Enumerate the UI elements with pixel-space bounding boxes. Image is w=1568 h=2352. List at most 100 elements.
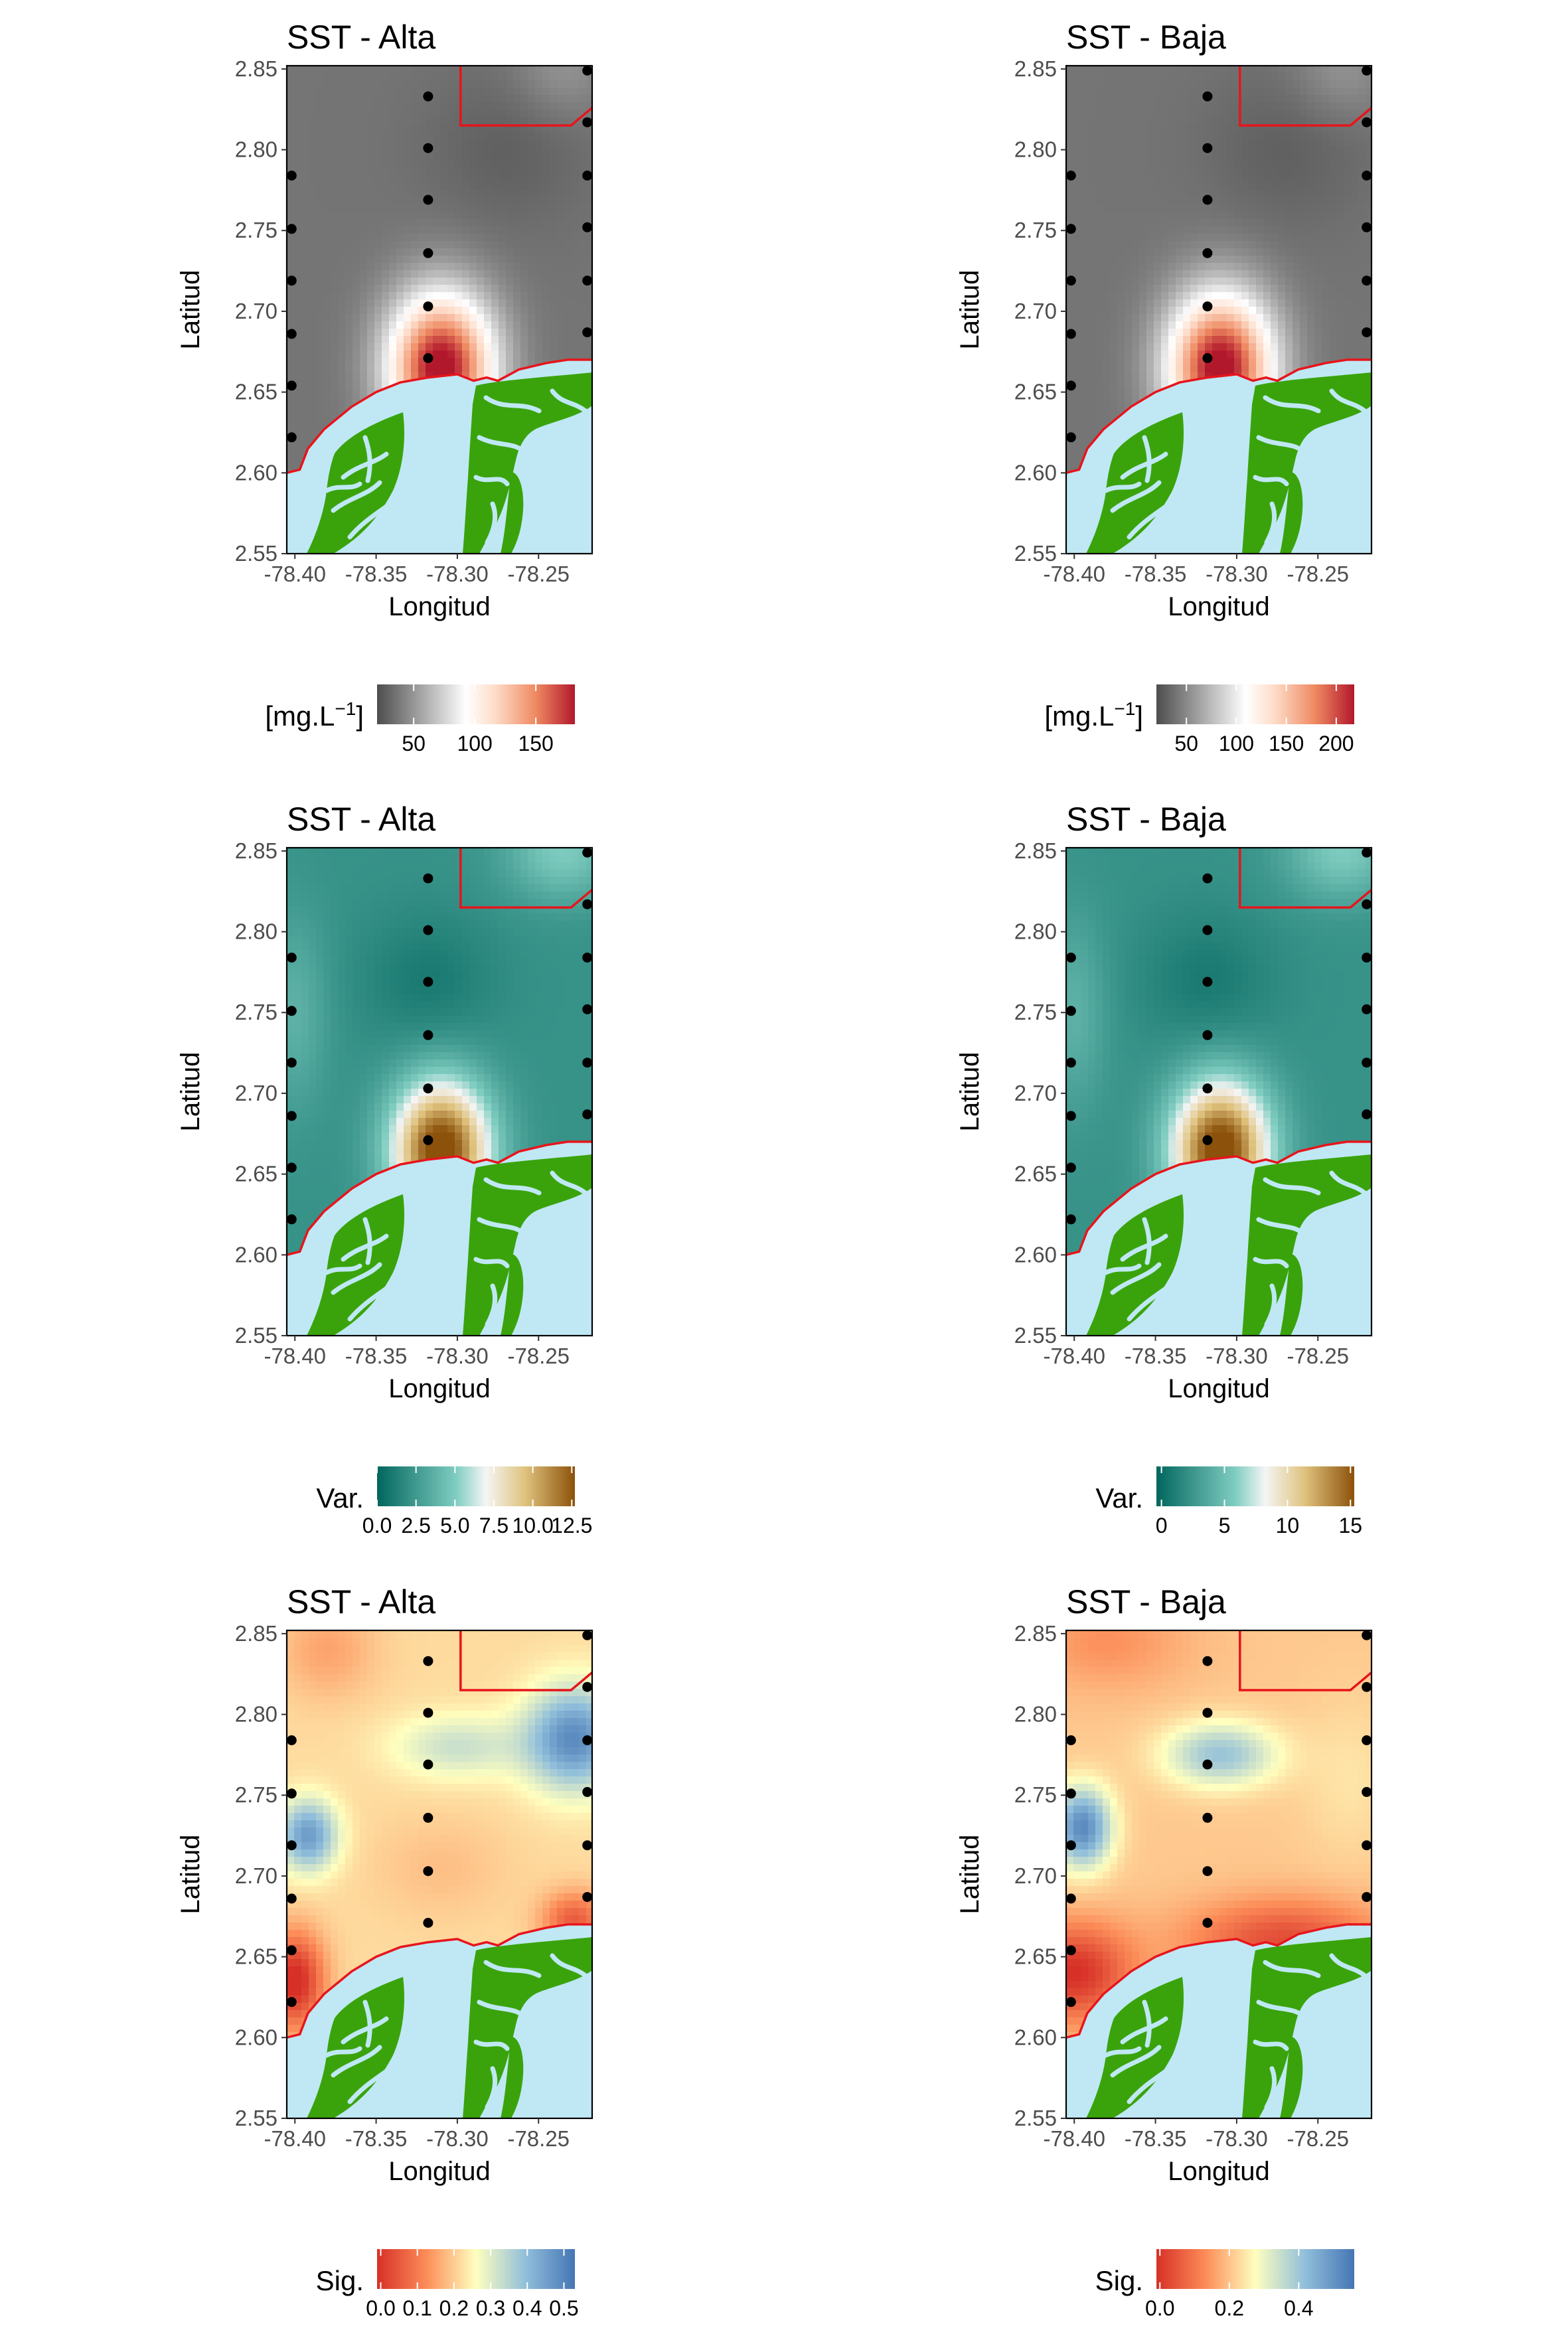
station-point [1362,899,1372,909]
y-tick-label: 2.80 [235,1702,277,1727]
station-point [1362,1892,1372,1903]
creek [485,2066,498,2110]
colorbar-tick-label: 0.0 [362,1514,392,1537]
y-tick-label: 2.60 [1014,2025,1057,2049]
station-point [1202,977,1213,987]
station-point [1066,1006,1076,1016]
station-point [1202,195,1213,205]
station-point [582,222,592,232]
station-point [1066,1997,1076,2007]
station-point [423,873,433,884]
creek [1120,451,1168,480]
panel-frame [1065,846,1373,1337]
map-area [287,1630,592,2118]
land [307,372,592,554]
land-west [1086,412,1184,554]
creek [1346,422,1364,460]
y-tick-label: 2.75 [235,1782,277,1807]
creek [341,1233,389,1262]
station-point [287,1840,297,1851]
colorbar-tick-label: 5 [1219,1514,1231,1537]
x-tick-label: -78.25 [507,1344,570,1368]
creek [473,475,510,487]
station-point [287,953,297,963]
station-point [582,848,592,858]
x-tick-label: -78.35 [345,1344,408,1368]
colorbar-tick-label: 0.4 [512,2296,542,2320]
creek [1253,1257,1289,1269]
station-point [1066,1735,1076,1745]
y-tick-label: 2.80 [1014,1702,1057,1727]
station-point [287,380,297,391]
land [307,1937,592,2118]
land-west [307,412,405,554]
map-panel-1: SST - Alta 2.55 2.60 2.65 2.70 2.75 2.80 2.85 -7… [176,19,593,755]
colorbar [1156,684,1354,724]
station-point [1362,1109,1372,1120]
y-tick-label: 2.60 [235,1242,277,1267]
station-point [582,327,592,338]
creek [566,1204,585,1242]
land-west [307,1977,405,2118]
panel-title: SST - Baja [1066,19,1226,56]
creek [1110,480,1162,513]
station-point [287,1945,297,1956]
legend-title: Sig. [316,2265,364,2296]
heatmap-raster [287,66,592,473]
y-tick-label: 2.75 [235,218,277,242]
creek [473,1257,510,1269]
land [307,1154,592,1336]
creek [477,1999,528,2021]
station-point [582,1682,592,1692]
x-axis-label: Longitud [388,592,490,621]
station-point [423,91,433,102]
station-point [582,1786,592,1797]
creek [1120,1233,1168,1262]
station-point [1202,248,1213,258]
creek [324,1263,362,1275]
station-point [287,275,297,286]
x-tick-label: -78.40 [264,2126,326,2151]
land-islet [501,2037,524,2118]
x-axis-label: Longitud [388,2157,490,2186]
creek [341,451,389,480]
y-tick-label: 2.55 [1014,1323,1057,1348]
station-point [423,248,433,258]
colorbar-tick-label: 15 [1339,1514,1363,1537]
station-point [1362,275,1372,286]
y-tick-label: 2.70 [1014,1863,1057,1888]
colorbar-tick-label: 0 [1156,1514,1168,1537]
creek [1110,2045,1162,2078]
station-point [423,195,433,205]
station-point [1066,1058,1076,1068]
boundary-box [459,848,592,909]
colorbar-tick-label: 12.5 [551,1514,592,1537]
land-islet [501,472,524,554]
creek [1256,1999,1308,2021]
y-tick-label: 2.85 [1014,838,1057,863]
station-point [1066,329,1076,339]
creek [324,481,362,493]
y-tick-label: 2.75 [235,1000,277,1024]
station-point [287,1162,297,1173]
creek [1253,2039,1289,2051]
x-tick-label: -78.30 [426,562,489,586]
y-axis-label: Latitud [955,1052,984,1131]
x-tick-label: -78.25 [507,2126,570,2151]
station-point [582,899,592,909]
land-islet [501,1254,524,1336]
station-point [287,1997,297,2007]
x-tick-label: -78.35 [1125,2126,1187,2151]
y-tick-label: 2.80 [1014,919,1057,944]
colorbar-tick-label: 50 [1174,732,1198,755]
x-tick-label: -78.40 [264,1344,326,1368]
creek [1120,2016,1168,2045]
coastline [1066,358,1372,474]
creek [1142,1217,1152,1265]
creek [1264,2066,1277,2110]
station-point [287,1058,297,1068]
colorbar-tick-label: 0.0 [1145,2296,1174,2320]
station-point [287,1111,297,1121]
panel-frame [285,846,593,1337]
